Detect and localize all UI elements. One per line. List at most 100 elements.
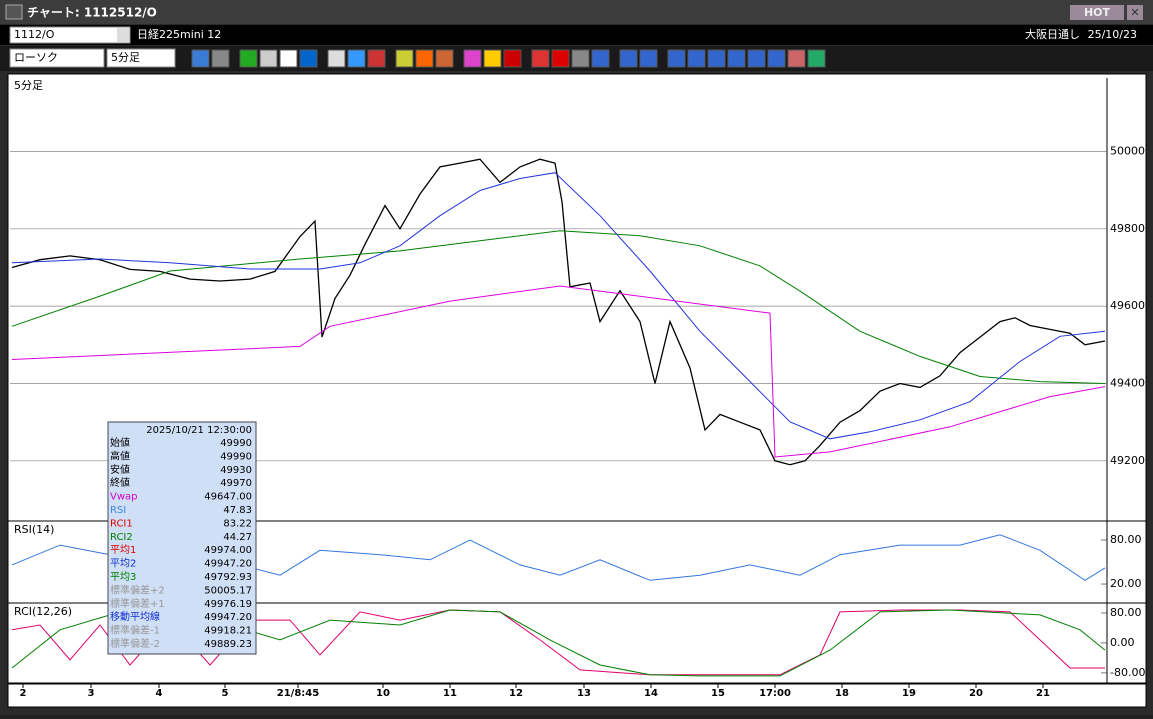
tool-button[interactable] xyxy=(395,49,414,68)
symbol: 1112/O xyxy=(14,28,55,41)
series-line xyxy=(11,285,1106,458)
info-value: 49918.21 xyxy=(204,626,252,637)
info-value: 49647.00 xyxy=(204,492,252,503)
panel-label: RSI(14) xyxy=(14,523,54,536)
info-label: 標準偏差-1 xyxy=(110,624,160,637)
tool-button[interactable] xyxy=(367,49,386,68)
tool-button[interactable] xyxy=(327,49,346,68)
tool-button[interactable] xyxy=(707,49,726,68)
tool-button[interactable] xyxy=(503,49,522,68)
x-tick-label: 5 xyxy=(222,688,229,699)
app-icon xyxy=(5,4,23,20)
x-tick-label: 19 xyxy=(902,688,916,699)
tool-button[interactable] xyxy=(619,49,638,68)
tool-button[interactable] xyxy=(591,49,610,68)
symbol-box[interactable] xyxy=(9,26,131,44)
info-label: 標準偏差-2 xyxy=(110,637,160,650)
interval: 5分足 xyxy=(111,51,140,64)
x-tick-label: 15 xyxy=(711,688,725,699)
y-tick-label: 20.00 xyxy=(1110,577,1142,590)
tool-button[interactable] xyxy=(767,49,786,68)
info-value: 83.22 xyxy=(223,518,252,529)
y-tick-label: 50000 xyxy=(1110,144,1145,157)
tool-button[interactable] xyxy=(807,49,826,68)
tool-button[interactable] xyxy=(727,49,746,68)
info-label: RCI2 xyxy=(110,532,133,543)
info-value: 49990 xyxy=(220,438,252,449)
x-tick-label: 14 xyxy=(644,688,658,699)
tool-button[interactable] xyxy=(211,49,230,68)
y-tick-label: 80.00 xyxy=(1110,533,1142,546)
hot-button[interactable] xyxy=(1070,5,1124,20)
info-value: 49970 xyxy=(220,478,252,489)
tool-button[interactable] xyxy=(279,49,298,68)
tool-button[interactable] xyxy=(787,49,806,68)
info-value: 49990 xyxy=(220,451,252,462)
close-button[interactable] xyxy=(1127,5,1143,20)
info-value: 49976.19 xyxy=(204,599,252,610)
info-label: 標準偏差+2 xyxy=(110,583,165,596)
series-line xyxy=(11,230,1106,384)
info-label: Vwap xyxy=(110,492,138,503)
info-label: 平均2 xyxy=(110,558,136,570)
date: 25/10/23 xyxy=(1088,28,1137,41)
close-icon: ✕ xyxy=(1130,6,1139,19)
tool-button[interactable] xyxy=(347,49,366,68)
window-title: チャート: 1112512/O xyxy=(27,6,157,20)
tool-button[interactable] xyxy=(463,49,482,68)
tool-button[interactable] xyxy=(531,49,550,68)
x-tick-label: 11 xyxy=(443,688,457,699)
info-value: 49947.20 xyxy=(204,559,252,570)
tool-button[interactable] xyxy=(551,49,570,68)
info-value: 47.83 xyxy=(223,505,252,516)
tool-button[interactable] xyxy=(571,49,590,68)
info-value: 49930 xyxy=(220,465,252,476)
tool-button[interactable] xyxy=(639,49,658,68)
tool-button[interactable] xyxy=(415,49,434,68)
style-select[interactable] xyxy=(9,48,105,68)
info-label: RSI xyxy=(110,505,126,516)
series-line xyxy=(11,172,1106,440)
chart-style: ローソク xyxy=(14,51,58,64)
tool-button[interactable] xyxy=(239,49,258,68)
info-label: 安値 xyxy=(110,463,130,476)
x-tick-label: 2 xyxy=(20,688,27,699)
x-tick-label: 10 xyxy=(376,688,390,699)
y-tick-label: 80.00 xyxy=(1110,606,1142,619)
x-tick-label: 12 xyxy=(509,688,523,699)
info-value: 44.27 xyxy=(223,532,252,543)
tool-button[interactable] xyxy=(435,49,454,68)
info-label: 始値 xyxy=(110,436,130,449)
x-tick-label: 17:00 xyxy=(759,688,791,699)
panel-label: RCI(12,26) xyxy=(14,605,72,618)
y-tick-label: 0.00 xyxy=(1110,636,1135,649)
interval-select[interactable] xyxy=(106,48,176,68)
x-tick-label: 13 xyxy=(577,688,591,699)
info-label: 標準偏差+1 xyxy=(110,597,165,610)
hot-label: HOT xyxy=(1084,6,1111,19)
info-label: 平均3 xyxy=(110,571,136,583)
tool-button[interactable] xyxy=(259,49,278,68)
info-box xyxy=(107,421,257,655)
session: 大阪日通し xyxy=(1025,27,1080,41)
y-tick-label: 49600 xyxy=(1110,299,1145,312)
info-value: 49792.93 xyxy=(204,572,252,583)
instrument-name: 日経225mini 12 xyxy=(137,28,221,41)
y-tick-label: -80.00 xyxy=(1110,666,1145,679)
tool-button[interactable] xyxy=(483,49,502,68)
x-tick-label: 20 xyxy=(969,688,983,699)
y-tick-label: 49400 xyxy=(1110,376,1145,389)
tool-button[interactable] xyxy=(299,49,318,68)
symbol-dropdown[interactable] xyxy=(117,28,129,42)
tool-button[interactable] xyxy=(667,49,686,68)
info-value: 49889.23 xyxy=(204,639,252,650)
info-value: 50005.17 xyxy=(204,585,252,596)
info-label: 高値 xyxy=(110,449,130,462)
info-label: RCI1 xyxy=(110,518,133,529)
tool-button[interactable] xyxy=(687,49,706,68)
tool-button[interactable] xyxy=(747,49,766,68)
tool-button[interactable] xyxy=(191,49,210,68)
info-value: 49974.00 xyxy=(204,545,252,556)
x-tick-label: 3 xyxy=(88,688,95,699)
